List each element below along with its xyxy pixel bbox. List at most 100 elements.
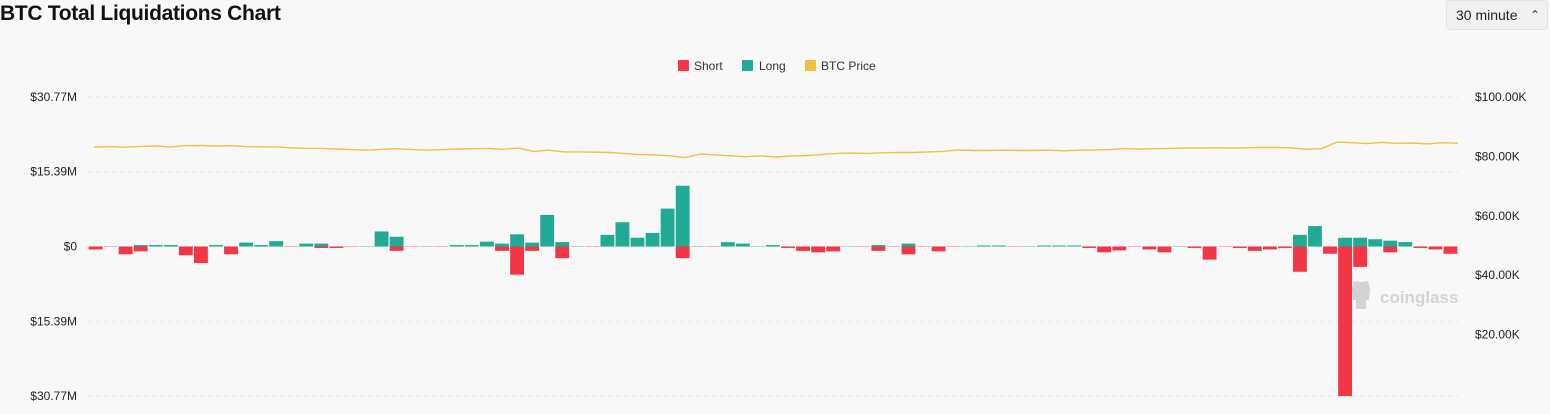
long-bar[interactable]	[660, 208, 675, 247]
short-bar[interactable]	[1247, 246, 1262, 251]
short-bar[interactable]	[1157, 246, 1172, 253]
empty-bar	[751, 246, 765, 247]
long-bar[interactable]	[1037, 245, 1051, 247]
chart-legend: Short Long BTC Price	[678, 59, 876, 73]
short-bar[interactable]	[193, 246, 208, 264]
short-bar[interactable]	[329, 246, 344, 248]
right-axis-tick-label: $60.00K	[1475, 209, 1520, 223]
short-bar[interactable]	[1413, 246, 1428, 248]
short-bar[interactable]	[178, 246, 193, 256]
long-bar[interactable]	[269, 241, 284, 247]
long-bar[interactable]	[615, 222, 630, 247]
long-bar[interactable]	[871, 245, 886, 247]
long-bar[interactable]	[1292, 234, 1307, 247]
short-bar[interactable]	[224, 246, 238, 255]
short-bar[interactable]	[1443, 246, 1458, 254]
long-bar[interactable]	[1067, 245, 1082, 247]
short-bar[interactable]	[118, 246, 133, 255]
short-bar[interactable]	[314, 246, 329, 248]
long-bar[interactable]	[510, 234, 524, 247]
short-bar[interactable]	[1292, 246, 1307, 272]
short-bar[interactable]	[1142, 246, 1157, 250]
short-bar[interactable]	[931, 246, 946, 252]
short-bar[interactable]	[826, 246, 841, 252]
legend-label-price[interactable]: BTC Price	[821, 59, 876, 73]
long-bar[interactable]	[540, 214, 555, 247]
empty-bar	[946, 246, 961, 247]
short-bar[interactable]	[510, 246, 524, 275]
long-bar[interactable]	[675, 185, 690, 247]
long-bar[interactable]	[209, 245, 223, 247]
short-bar[interactable]	[1383, 246, 1398, 253]
long-bar[interactable]	[600, 234, 615, 247]
empty-bar	[404, 246, 419, 247]
long-bar[interactable]	[495, 243, 509, 247]
empty-bar	[841, 246, 856, 247]
long-bar[interactable]	[766, 245, 780, 247]
short-bar[interactable]	[871, 246, 886, 251]
short-bar[interactable]	[555, 246, 570, 259]
long-bar[interactable]	[1383, 240, 1398, 247]
long-bar[interactable]	[374, 231, 389, 247]
interval-select[interactable]: 30 minute ⌃	[1446, 0, 1548, 30]
short-bar[interactable]	[1353, 246, 1368, 267]
short-bar[interactable]	[675, 246, 690, 259]
long-bar[interactable]	[314, 243, 329, 247]
long-bar[interactable]	[645, 232, 660, 247]
short-bar[interactable]	[1082, 246, 1097, 248]
short-bar[interactable]	[1262, 246, 1277, 250]
long-bar[interactable]	[254, 245, 269, 247]
right-axis-tick-label: $20.00K	[1475, 328, 1520, 342]
long-bar[interactable]	[480, 241, 494, 247]
short-bar[interactable]	[796, 246, 811, 251]
long-bar[interactable]	[1398, 242, 1413, 247]
btc-price-series	[93, 141, 1459, 159]
legend-label-long[interactable]: Long	[759, 59, 786, 73]
long-bar[interactable]	[630, 237, 645, 247]
short-bar[interactable]	[1428, 246, 1443, 250]
watermark-text: coinglass	[1380, 288, 1458, 307]
empty-bar	[690, 246, 705, 247]
long-bar[interactable]	[901, 243, 916, 247]
short-bar[interactable]	[901, 246, 916, 255]
long-bar[interactable]	[1308, 226, 1322, 247]
short-bar[interactable]	[1323, 246, 1337, 254]
short-bar[interactable]	[1097, 246, 1112, 253]
short-bar[interactable]	[1338, 246, 1353, 397]
long-bar[interactable]	[389, 236, 404, 247]
long-bar[interactable]	[1338, 237, 1353, 247]
short-bar[interactable]	[1202, 246, 1217, 260]
empty-bar	[856, 246, 871, 247]
short-bar[interactable]	[781, 246, 795, 248]
short-bar[interactable]	[133, 246, 148, 252]
btc-price-line[interactable]	[93, 141, 1459, 159]
long-bar[interactable]	[1353, 237, 1368, 247]
long-bar[interactable]	[735, 243, 750, 247]
long-bar[interactable]	[525, 242, 540, 247]
long-bar[interactable]	[133, 245, 148, 247]
short-bar[interactable]	[1187, 246, 1202, 248]
long-bar[interactable]	[991, 245, 1006, 247]
long-bar[interactable]	[163, 245, 178, 247]
long-bar[interactable]	[239, 242, 254, 247]
legend-label-short[interactable]: Short	[694, 59, 723, 73]
long-bar[interactable]	[555, 242, 570, 247]
empty-bar	[961, 246, 976, 247]
long-bar[interactable]	[449, 245, 464, 247]
short-bar[interactable]	[389, 246, 404, 251]
short-bar[interactable]	[88, 246, 103, 250]
long-bar[interactable]	[1368, 239, 1383, 247]
short-bar[interactable]	[1277, 246, 1292, 248]
short-bar[interactable]	[811, 246, 826, 253]
long-bar[interactable]	[976, 245, 991, 247]
long-bar[interactable]	[464, 245, 479, 247]
short-bar[interactable]	[1232, 246, 1247, 248]
long-bar[interactable]	[299, 243, 314, 247]
short-bar[interactable]	[1112, 246, 1127, 251]
long-bar[interactable]	[1052, 245, 1066, 247]
long-bar[interactable]	[720, 242, 735, 247]
long-bar[interactable]	[148, 245, 163, 247]
short-bar[interactable]	[495, 246, 509, 251]
short-bar[interactable]	[525, 246, 540, 251]
